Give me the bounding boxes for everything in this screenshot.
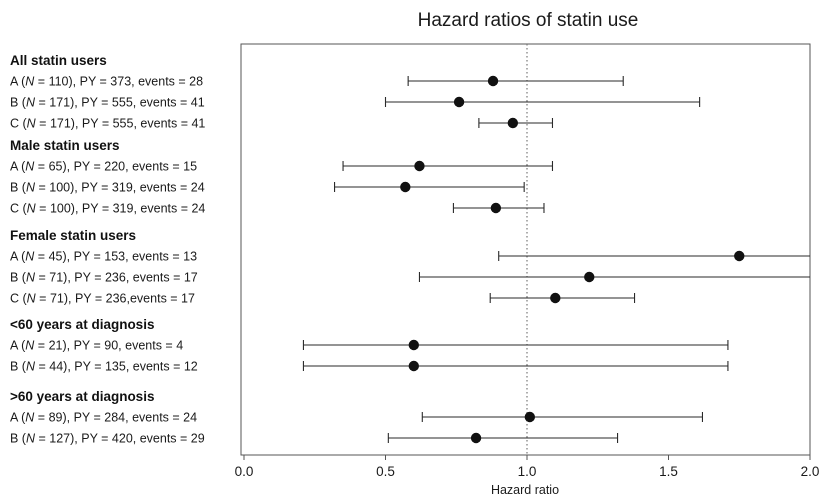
row-label-suffix: = 89), PY = 284, events = 24 xyxy=(34,411,197,425)
hazard-ratio-point xyxy=(490,202,502,214)
row-label-suffix: = 44), PY = 135, events = 12 xyxy=(35,360,198,374)
x-axis-title: Hazard ratio xyxy=(491,483,559,497)
row-label-suffix: = 45), PY = 153, events = 13 xyxy=(34,250,197,264)
x-axis: 0.0 0.5 1.0 1.5 2.0 xyxy=(235,455,820,479)
row-label-prefix: B ( xyxy=(10,181,27,195)
row-label-suffix: = 100), PY = 319, events = 24 xyxy=(36,202,206,216)
row-label-prefix: C ( xyxy=(10,292,28,306)
hazard-ratio-point xyxy=(453,96,465,108)
row-label-n: N xyxy=(27,202,37,216)
row-label: C (N = 100), PY = 319, events = 24 xyxy=(10,202,205,216)
row-label: A (N = 110), PY = 373, events = 28 xyxy=(10,75,203,89)
hazard-ratio-point xyxy=(734,250,745,262)
plot-frame xyxy=(240,43,811,456)
row-label-suffix: = 21), PY = 90, events = 4 xyxy=(34,339,183,353)
row-label-suffix: = 71), PY = 236, events = 17 xyxy=(35,271,198,285)
hazard-ratio-point xyxy=(408,339,419,351)
row-label-n: N xyxy=(25,411,35,425)
hazard-ratio-point xyxy=(550,292,561,304)
row-label-n: N xyxy=(25,250,35,264)
row-label: B (N = 44), PY = 135, events = 12 xyxy=(10,360,198,374)
x-tick-label: 2.0 xyxy=(801,464,820,479)
row-label: A (N = 45), PY = 153, events = 13 xyxy=(10,250,197,264)
group-label: >60 years at diagnosis xyxy=(10,389,154,404)
row-label-n: N xyxy=(26,181,36,195)
row-label: A (N = 65), PY = 220, events = 15 xyxy=(10,160,197,174)
hazard-ratio-point xyxy=(524,411,536,423)
row-label-suffix: = 100), PY = 319, events = 24 xyxy=(35,181,205,195)
row-label-suffix: = 65), PY = 220, events = 15 xyxy=(34,160,197,174)
row-label: B (N = 127), PY = 420, events = 29 xyxy=(10,432,205,446)
row-label-prefix: C ( xyxy=(10,117,28,131)
row-label-prefix: C ( xyxy=(10,202,28,216)
row-label-suffix: = 127), PY = 420, events = 29 xyxy=(35,432,205,446)
group-label: Female statin users xyxy=(10,228,136,243)
group-label: Male statin users xyxy=(10,138,120,153)
row-label-n: N xyxy=(26,96,36,110)
hazard-ratio-point xyxy=(507,117,519,129)
row-label-n: N xyxy=(27,292,37,306)
row-label-prefix: A ( xyxy=(10,75,26,89)
hazard-ratio-point xyxy=(414,160,425,172)
row-label-suffix: = 110), PY = 373, events = 28 xyxy=(34,75,203,89)
row-label-suffix: = 171), PY = 555, events = 41 xyxy=(35,96,205,110)
row-label-n: N xyxy=(26,271,36,285)
row-label-prefix: B ( xyxy=(10,360,27,374)
hazard-ratio-point xyxy=(470,432,482,444)
row-label-n: N xyxy=(25,160,35,174)
row-label-n: N xyxy=(27,117,37,131)
x-tick-label: 0.5 xyxy=(376,464,395,479)
row-label-n: N xyxy=(25,75,35,89)
row-label-suffix: = 171), PY = 555, events = 41 xyxy=(36,117,206,131)
chart-title: Hazard ratios of statin use xyxy=(418,10,639,31)
estimate-marks xyxy=(302,75,810,444)
row-label-suffix: = 71), PY = 236,events = 17 xyxy=(36,292,195,306)
row-label-prefix: A ( xyxy=(10,339,26,353)
row-label-prefix: B ( xyxy=(10,432,27,446)
row-label: A (N = 89), PY = 284, events = 24 xyxy=(10,411,197,425)
row-label: A (N = 21), PY = 90, events = 4 xyxy=(10,339,183,353)
x-tick-label: 0.0 xyxy=(235,464,254,479)
row-label-prefix: B ( xyxy=(10,96,27,110)
row-label: C (N = 71), PY = 236,events = 17 xyxy=(10,292,195,306)
row-label-prefix: A ( xyxy=(10,411,26,425)
x-tick-label: 1.5 xyxy=(659,464,678,479)
row-label-n: N xyxy=(26,360,36,374)
row-label-prefix: A ( xyxy=(10,250,26,264)
row-label: B (N = 171), PY = 555, events = 41 xyxy=(10,96,205,110)
row-label-n: N xyxy=(26,432,36,446)
row-label-prefix: B ( xyxy=(10,271,27,285)
row-label: B (N = 71), PY = 236, events = 17 xyxy=(10,271,198,285)
row-label-prefix: A ( xyxy=(10,160,26,174)
hazard-ratio-point xyxy=(408,360,419,372)
hazard-ratio-point xyxy=(487,75,499,87)
row-label: C (N = 171), PY = 555, events = 41 xyxy=(10,117,205,131)
group-label: All statin users xyxy=(10,53,107,68)
x-tick-label: 1.0 xyxy=(518,464,537,479)
group-label: <60 years at diagnosis xyxy=(10,317,154,332)
hazard-ratio-point xyxy=(584,271,595,283)
row-label: B (N = 100), PY = 319, events = 24 xyxy=(10,181,205,195)
row-label-n: N xyxy=(25,339,35,353)
hazard-ratio-point xyxy=(400,181,411,193)
